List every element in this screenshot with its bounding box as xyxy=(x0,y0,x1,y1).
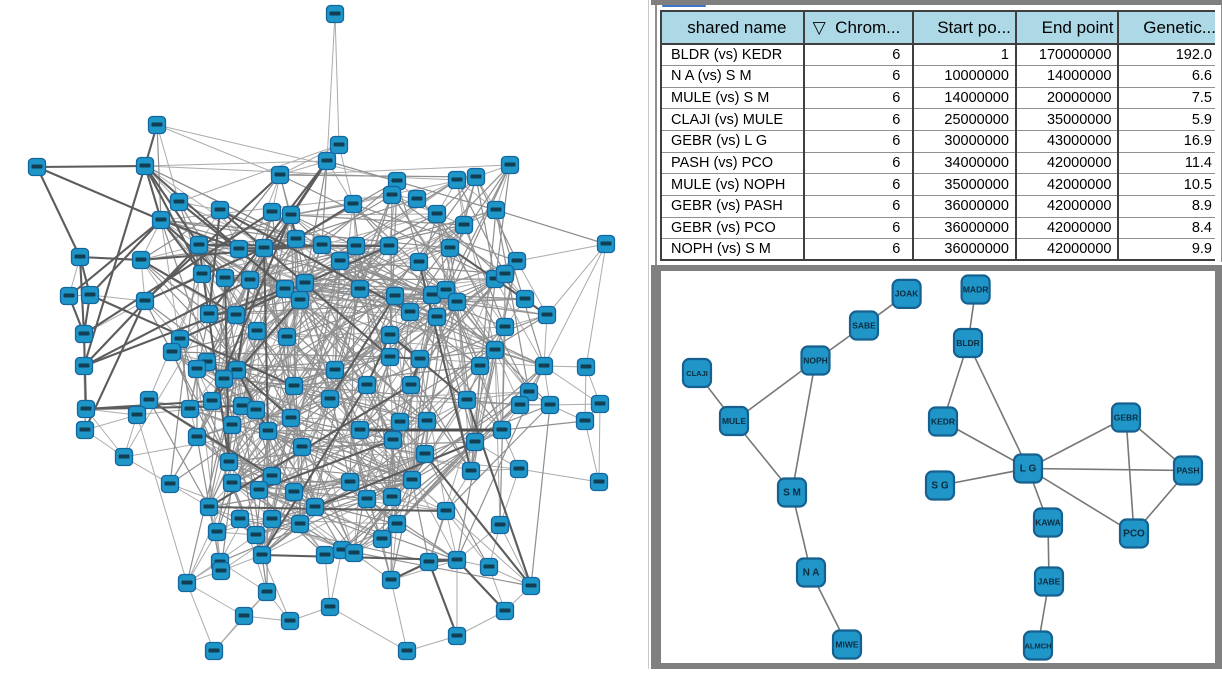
svg-text:N A: N A xyxy=(803,567,820,578)
svg-text:PASH: PASH xyxy=(1177,465,1200,475)
svg-text:S G: S G xyxy=(931,480,948,491)
svg-text:GEBR: GEBR xyxy=(1114,412,1139,422)
svg-text:L G: L G xyxy=(1020,463,1037,474)
svg-text:JABE: JABE xyxy=(1038,576,1061,586)
svg-text:KAWA: KAWA xyxy=(1035,517,1061,527)
svg-text:PCO: PCO xyxy=(1123,528,1145,539)
svg-text:MIWE: MIWE xyxy=(835,639,858,649)
svg-text:NOPH: NOPH xyxy=(803,355,828,365)
svg-text:CLAJI: CLAJI xyxy=(686,369,708,378)
svg-text:MULE: MULE xyxy=(722,416,746,426)
svg-text:BLDR: BLDR xyxy=(956,338,980,348)
svg-text:JOAK: JOAK xyxy=(895,289,919,299)
svg-text:KEDR: KEDR xyxy=(931,416,955,426)
svg-text:MADR: MADR xyxy=(963,284,989,294)
svg-text:SABE: SABE xyxy=(852,320,876,330)
svg-text:ALMCH: ALMCH xyxy=(1024,641,1051,650)
svg-text:S M: S M xyxy=(783,487,801,498)
